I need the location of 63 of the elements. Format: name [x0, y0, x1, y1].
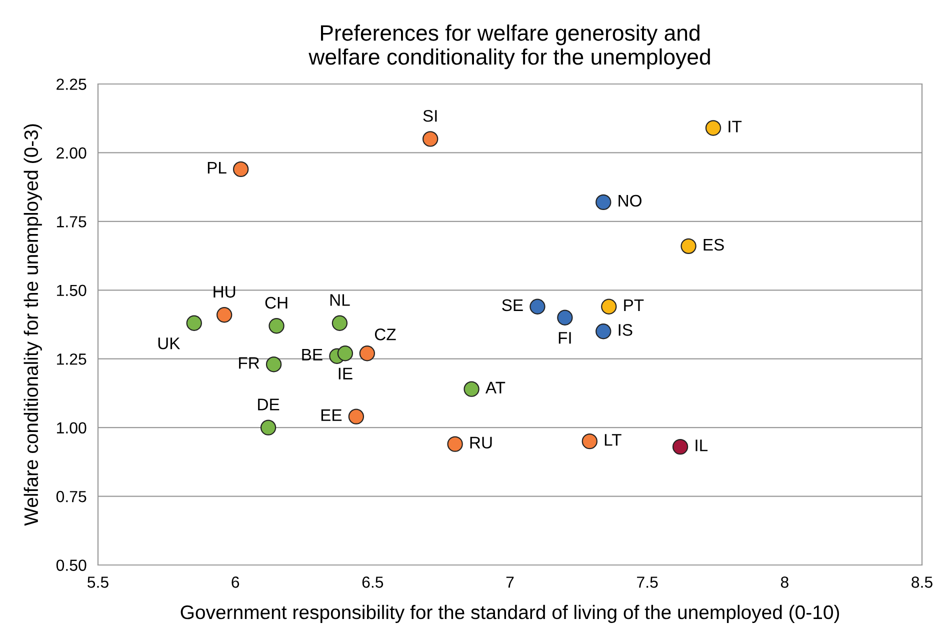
- series-label: BE: [302, 348, 322, 360]
- y-tick-label: 0.75: [56, 490, 86, 502]
- series-label: PL: [208, 162, 226, 174]
- series-label: FI: [558, 332, 571, 344]
- series-label: IS: [618, 324, 632, 336]
- point: [557, 310, 573, 326]
- point: [680, 238, 696, 254]
- series-label: FR: [239, 357, 260, 369]
- x-tick-label: 8.5: [912, 576, 932, 588]
- point: [348, 408, 364, 424]
- series-label: IL: [696, 440, 708, 452]
- point: [596, 324, 612, 340]
- point: [232, 161, 249, 178]
- y-tick-label: 1.75: [57, 216, 86, 228]
- series-label: NO: [618, 194, 642, 207]
- y-tick-label: 2.00: [56, 147, 86, 159]
- x-tick-label: 6.5: [362, 576, 384, 588]
- series-label: AT: [485, 382, 506, 394]
- x-axis-title: Government responsibility for the standard of living of the unemployed (0-10): [180, 604, 840, 624]
- series-label: DE: [258, 398, 280, 410]
- y-tick-label: 2.25: [56, 78, 86, 90]
- point: [596, 194, 612, 210]
- point: [216, 307, 232, 323]
- point: [332, 315, 348, 331]
- point: [705, 120, 722, 136]
- point: [422, 131, 438, 147]
- x-tick-label: 5.5: [88, 576, 108, 588]
- chart-title: Preferences for welfare generosity and welfare conditionality for the unemployed: [308, 24, 710, 70]
- series-label: CH: [265, 296, 288, 309]
- series-label: UK: [158, 338, 180, 350]
- y-axis-title: Welfare conditionality for the unemployed (0-3): [24, 124, 42, 526]
- point: [447, 436, 463, 452]
- point: [601, 298, 617, 314]
- series-label: NL: [330, 294, 350, 306]
- point: [530, 298, 546, 314]
- point: [582, 433, 598, 450]
- series-label: IE: [338, 368, 352, 380]
- y-tick-label: 0.50: [56, 560, 86, 571]
- series-label: SI: [423, 110, 437, 122]
- point: [186, 315, 202, 331]
- series-label: EE: [321, 409, 342, 421]
- point: [260, 420, 276, 436]
- series-label: IT: [728, 120, 742, 132]
- series-label: ES: [704, 238, 724, 251]
- x-tick-label: 6: [232, 576, 240, 588]
- series-label: PT: [624, 299, 644, 311]
- point: [266, 356, 282, 372]
- point: [464, 381, 480, 397]
- series-label: LT: [604, 434, 622, 446]
- y-tick-label: 1.00: [57, 422, 86, 434]
- point: [337, 346, 354, 362]
- series-label: SE: [502, 299, 523, 312]
- y-tick-label: 1.50: [57, 284, 86, 296]
- series-label: RU: [470, 436, 492, 449]
- point: [359, 346, 376, 362]
- series-label: HU: [214, 286, 236, 298]
- point: [268, 318, 284, 334]
- x-tick-label: 8: [780, 576, 788, 588]
- y-tick-label: 1.25: [57, 353, 86, 365]
- x-tick-label: 7.5: [637, 576, 658, 588]
- x-tick-label: 7: [506, 576, 514, 588]
- point: [672, 438, 688, 455]
- series-label: CZ: [374, 328, 396, 340]
